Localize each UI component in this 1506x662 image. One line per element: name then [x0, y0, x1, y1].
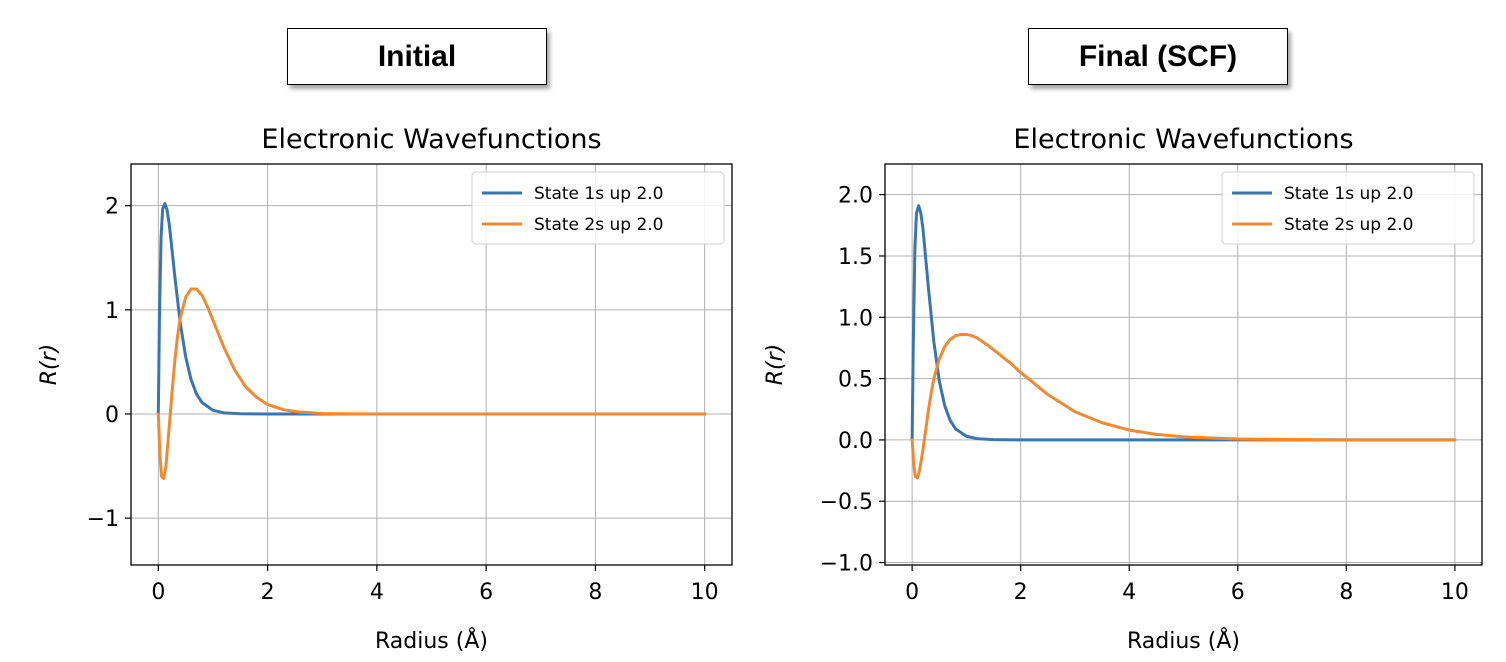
x-tick-label: 8: [1339, 580, 1353, 605]
panel-label-initial: Initial: [287, 28, 547, 85]
y-tick-label: −1: [87, 507, 119, 532]
y-tick-label: 0.0: [838, 429, 873, 454]
y-axis-label: R(r): [37, 344, 62, 386]
x-tick-label: 4: [1122, 580, 1136, 605]
legend-box: [471, 171, 725, 245]
y-tick-label: −1.0: [820, 552, 873, 577]
x-tick-label: 0: [905, 580, 919, 605]
x-tick-label: 2: [261, 580, 275, 605]
x-tick-label: 10: [1441, 580, 1469, 605]
legend: State 1s up 2.0 State 2s up 2.0: [1221, 171, 1475, 245]
y-axis-label: R(r): [763, 344, 788, 386]
axes-frame: [130, 163, 733, 566]
axes-frame: [884, 163, 1483, 566]
legend-label-2: State 2s up 2.0: [1284, 215, 1413, 235]
series-line-1: [910, 204, 1457, 442]
x-tick-label: 6: [479, 580, 493, 605]
series-line-1: [156, 202, 707, 416]
y-tick-label: 1.0: [838, 306, 873, 331]
x-axis-label: Radius (Å): [1127, 627, 1240, 654]
y-tick-label: −0.5: [820, 490, 873, 515]
panel-label-final: Final (SCF): [1028, 28, 1288, 85]
chart-title: Electronic Wavefunctions: [1013, 124, 1353, 155]
chart-title: Electronic Wavefunctions: [261, 124, 601, 155]
series-line-2: [910, 332, 1457, 480]
y-tick-label: 1.5: [838, 245, 873, 270]
x-tick-label: 6: [1231, 580, 1245, 605]
x-tick-label: 0: [151, 580, 165, 605]
x-tick-label: 2: [1014, 580, 1028, 605]
legend-label-1: State 1s up 2.0: [534, 184, 663, 204]
x-tick-label: 8: [588, 580, 602, 605]
y-tick-label: 0: [105, 403, 119, 428]
legend-box: [1221, 171, 1475, 245]
x-tick-label: 10: [691, 580, 719, 605]
y-tick-label: 0.5: [838, 368, 873, 393]
legend: State 1s up 2.0 State 2s up 2.0: [471, 171, 725, 245]
x-tick-label: 4: [370, 580, 384, 605]
y-tick-label: 2.0: [838, 184, 873, 209]
y-tick-label: 2: [105, 195, 119, 220]
series-line-2: [156, 287, 707, 481]
legend-label-1: State 1s up 2.0: [1284, 184, 1413, 204]
legend-label-2: State 2s up 2.0: [534, 215, 663, 235]
y-tick-label: 1: [105, 299, 119, 324]
x-axis-label: Radius (Å): [375, 627, 488, 654]
